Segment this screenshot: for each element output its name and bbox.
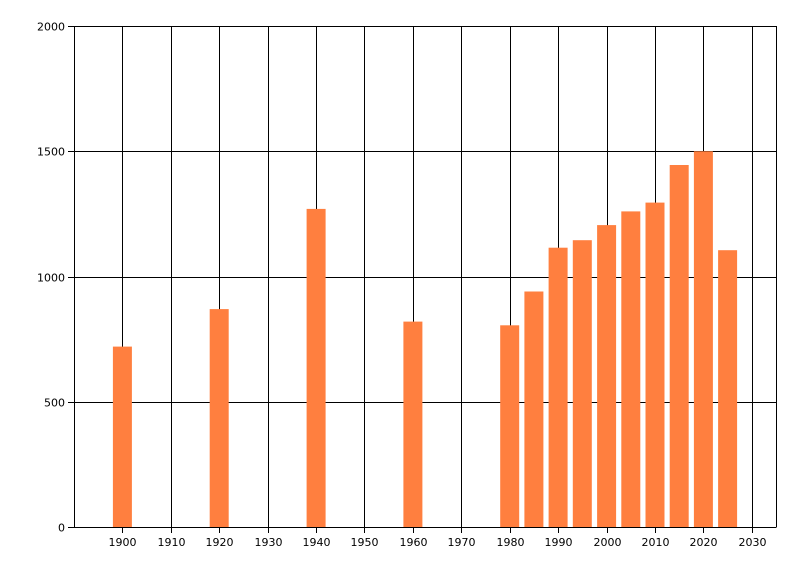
x-tick-label-1900: 1900 [109,536,137,549]
y-tick-label-500: 500 [44,397,65,410]
bar-1900 [112,346,132,527]
bar-1940 [306,208,326,527]
y-tick-label-1000: 1000 [37,272,65,285]
x-tick-label-1930: 1930 [255,536,283,549]
x-tick-label-1940: 1940 [303,536,331,549]
bar-2020 [693,151,713,528]
bar-1990 [548,247,568,527]
axes [68,26,777,533]
y-tick-label-1500: 1500 [37,146,65,159]
tick-labels: 0 500 1000 1500 2000 1900 1910 1920 1930 1940 1950… [37,21,767,550]
bar-1920 [209,309,229,527]
bar-1995 [572,240,592,527]
bar-1980 [500,325,520,527]
bar-2025 [718,250,738,527]
bars [112,151,738,528]
x-tick-label-2000: 2000 [594,536,622,549]
x-tick-label-1990: 1990 [545,536,573,549]
y-tick-label-2000: 2000 [37,21,65,34]
bar-2005 [621,211,641,527]
x-tick-label-2010: 2010 [642,536,670,549]
x-tick-label-1950: 1950 [351,536,379,549]
x-tick-label-2030: 2030 [739,536,767,549]
bar-1985 [524,291,544,527]
x-tick-label-1910: 1910 [158,536,186,549]
bar-1960 [403,321,423,527]
bar-2010 [645,202,665,527]
bar-2000 [597,225,617,527]
x-tick-label-1920: 1920 [206,536,234,549]
bar-2015 [669,165,689,527]
x-tick-label-2020: 2020 [690,536,718,549]
x-tick-label-1970: 1970 [448,536,476,549]
x-tick-label-1980: 1980 [497,536,525,549]
x-tick-label-1960: 1960 [400,536,428,549]
y-tick-label-0: 0 [58,522,65,535]
